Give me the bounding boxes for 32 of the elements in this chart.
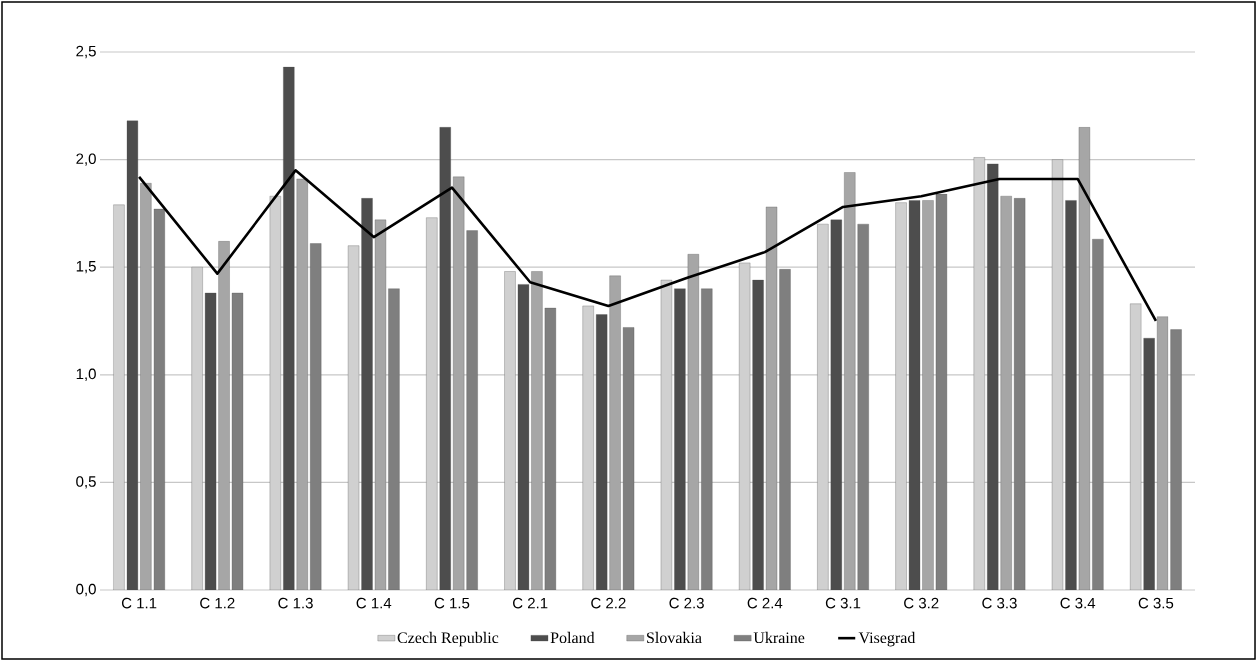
x-tick-label: C 2.4 (747, 597, 783, 609)
legend-label: Poland (550, 631, 595, 644)
bar (1170, 329, 1182, 590)
x-tick-label: C 3.1 (825, 597, 861, 609)
x-tick-label: C 1.4 (356, 597, 392, 609)
bar (1157, 316, 1169, 590)
x-tick-label: C 2.3 (669, 597, 704, 609)
x-tick-label: C 2.2 (591, 597, 626, 609)
legend-label: Visegrad (858, 631, 916, 647)
bar (701, 288, 713, 590)
bar (1014, 198, 1026, 590)
y-tick-label: 2,0 (76, 153, 96, 166)
y-tick-label: 2,5 (76, 45, 96, 59)
legend-label: Slovakia (647, 631, 702, 644)
legend-label: Ukraine (753, 631, 805, 644)
x-tick-label: C 1.5 (434, 597, 470, 609)
bar (153, 208, 165, 590)
y-tick-label: 1,0 (76, 368, 96, 381)
bar (310, 243, 322, 590)
x-tick-label: C 1.1 (121, 597, 157, 609)
x-tick-label: C 3.2 (904, 597, 939, 609)
x-tick-label: C 1.2 (200, 597, 235, 609)
line-series (137, 169, 1158, 323)
x-tick-label: C 3.5 (1138, 597, 1174, 609)
legend-label: Czech Republic (397, 631, 499, 647)
y-tick-label: 0,5 (76, 476, 96, 489)
y-tick-label: 0,0 (76, 583, 96, 597)
y-tick-label: 1,5 (76, 261, 96, 274)
x-tick-label: C 1.3 (278, 597, 313, 609)
x-tick-label: C 3.4 (1060, 597, 1096, 609)
x-tick-label: C 2.1 (513, 597, 548, 609)
x-tick-label: C 3.3 (982, 597, 1017, 609)
